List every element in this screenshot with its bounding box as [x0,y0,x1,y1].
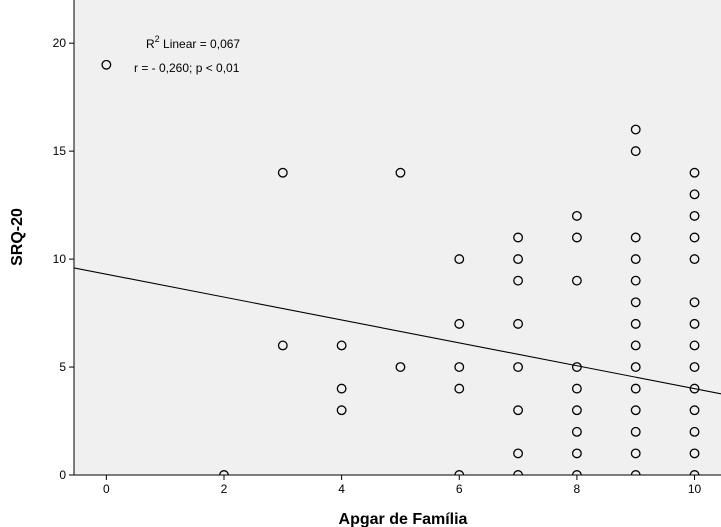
data-point [689,362,700,372]
data-point [571,232,582,243]
fit-line [74,267,721,395]
data-point [571,470,582,475]
x-tick-label: 6 [456,482,463,496]
data-point [513,254,524,265]
data-point [395,362,406,372]
data-point [571,383,582,394]
data-point [630,383,641,394]
data-point [630,448,641,459]
data-point [689,167,700,178]
data-point [689,232,700,243]
x-tick-label: 8 [574,482,581,496]
data-point [630,146,641,157]
data-point [277,167,288,178]
data-point [513,275,524,286]
data-point [630,297,641,308]
data-point [689,340,700,351]
data-point [689,297,700,308]
data-point [395,167,406,178]
plot-background [74,0,721,475]
data-point [513,405,524,416]
data-point [513,448,524,459]
data-point [513,362,524,372]
data-point [454,362,465,372]
data-point [689,470,700,475]
y-tick-label: 10 [53,252,67,266]
data-point [336,340,347,351]
data-point [689,426,700,437]
fit-layer [74,267,721,395]
x-tick-label: 4 [338,482,345,496]
data-point [630,340,641,351]
data-point [513,470,524,475]
y-tick-label: 0 [59,468,66,482]
correlation-annotation: r = - 0,260; p < 0,01 [134,61,240,75]
data-point [630,362,641,372]
y-tick-label: 20 [53,36,67,50]
data-point [630,232,641,243]
data-point [689,448,700,459]
data-point [571,275,582,286]
data-point [336,383,347,394]
y-axis-title: SRQ-20 [9,208,26,266]
data-point [101,59,112,70]
data-point [630,405,641,416]
x-tick-label: 2 [221,482,228,496]
x-axis-title: Apgar de Família [339,511,468,527]
data-point [689,189,700,200]
data-point [630,254,641,265]
data-point [571,405,582,416]
data-point [277,340,288,351]
y-tick-label: 5 [59,360,66,374]
data-point [454,470,465,475]
data-point [630,124,641,135]
data-point [630,275,641,286]
data-point [454,318,465,329]
data-point [689,254,700,265]
data-point [513,318,524,329]
y-tick-label: 15 [53,144,67,158]
data-point [571,210,582,221]
x-tick-label: 10 [688,482,702,496]
points-layer [101,59,700,475]
data-point [689,318,700,329]
data-point [630,426,641,437]
data-point [689,383,700,394]
data-point [571,448,582,459]
data-point [454,254,465,265]
data-point [336,405,347,416]
data-point [630,470,641,475]
data-point [219,470,229,475]
data-point [571,426,582,437]
x-tick-label: 0 [103,482,110,496]
data-point [454,383,465,394]
r2-annotation: R2 Linear = 0,067 [146,34,240,51]
ticks-layer: 0 2 4 6 8 10 0 5 10 15 20 [53,36,702,496]
data-point [513,232,524,243]
data-point [689,210,700,221]
data-point [630,318,641,329]
data-point [689,405,700,416]
